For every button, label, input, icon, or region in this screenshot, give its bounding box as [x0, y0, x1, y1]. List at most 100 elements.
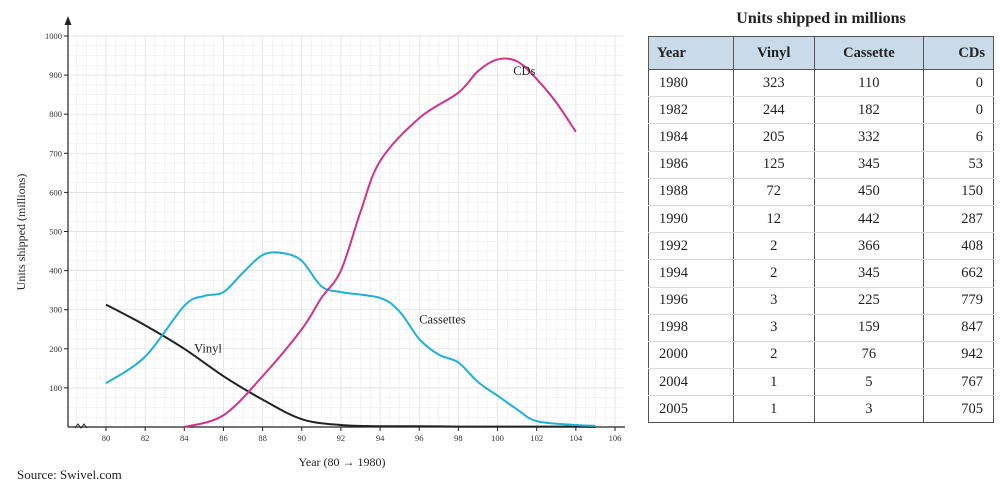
table-cell: 2 [733, 341, 815, 370]
table-cell: 12 [733, 205, 815, 234]
table-row: 2005 1 3 705 [648, 395, 994, 424]
table-cell: 767 [923, 368, 994, 397]
table-row: 1984 205 332 6 [648, 123, 994, 152]
series-line-cds [184, 57, 577, 428]
table-cell: 182 [813, 96, 925, 125]
series-label-cassettes: Cassettes [419, 312, 466, 326]
table-cell: 6 [923, 123, 994, 152]
table-cell: 705 [923, 395, 994, 424]
table-cell: 53 [923, 151, 994, 179]
y-axis-arrow-icon [64, 16, 72, 25]
table-row: 1980 323 110 0 [648, 69, 994, 98]
table-cell: 323 [733, 69, 815, 98]
table-cell: 225 [813, 287, 925, 315]
column-header-year: Year [648, 36, 734, 70]
column-header-cds: CDs [923, 36, 994, 70]
table-cell: 110 [813, 69, 925, 98]
table-cell: 1994 [648, 259, 734, 288]
table-cell: 1998 [648, 314, 734, 342]
series-label-vinyl: Vinyl [194, 342, 222, 356]
y-tick-label: 800 [49, 109, 62, 119]
table-cell: 2004 [648, 368, 734, 397]
series-label-cds: CDs [513, 64, 535, 78]
line-chart: 80 82 84 86 88 90 92 94 96 98 100 102 104 106 100 200 30… [14, 16, 625, 469]
data-table: Year Vinyl Cassette CDs 1980 323 110 0 1982 2… [648, 36, 994, 424]
chart-annotations: CDs Vinyl Cassettes [194, 64, 535, 356]
table-row: 1996 3 225 779 [648, 287, 994, 315]
y-tick-label: 500 [49, 227, 62, 237]
table-cell: 1992 [648, 232, 734, 261]
table-row: 1994 2 345 662 [648, 259, 994, 288]
x-tick-label: 82 [141, 433, 150, 443]
table-cell: 779 [923, 287, 994, 315]
table-cell: 1990 [648, 205, 734, 234]
table-cell: 5 [813, 368, 925, 397]
x-tick-label: 102 [530, 433, 543, 443]
table-cell: 345 [813, 259, 925, 288]
table-cell: 1 [733, 395, 815, 424]
table-cell: 2005 [648, 395, 734, 424]
table-cell: 408 [923, 232, 994, 261]
table-cell: 1988 [648, 178, 734, 206]
table-cell: 1986 [648, 151, 734, 179]
table-title: Units shipped in millions [736, 10, 906, 27]
x-tick-label: 98 [454, 433, 463, 443]
table-cell: 2000 [648, 341, 734, 370]
table-row: 1998 3 159 847 [648, 314, 994, 342]
x-tick-label: 96 [415, 433, 424, 443]
y-tick-label: 900 [49, 70, 62, 80]
x-tick-label: 104 [569, 433, 583, 443]
table-cell: 1996 [648, 287, 734, 315]
table-cell: 1 [733, 368, 815, 397]
y-axis-label: Units shipped (millions) [14, 174, 28, 291]
axis-break-icon [74, 423, 88, 429]
table-row: 1988 72 450 150 [648, 178, 994, 206]
table-cell: 76 [813, 341, 925, 370]
y-tick-label: 300 [49, 305, 62, 315]
series-line-vinyl [105, 303, 596, 428]
table-cell: 450 [813, 178, 925, 206]
table-row: 1990 12 442 287 [648, 205, 994, 234]
source-note: Source: Swivel.com [17, 467, 122, 482]
table-cell: 345 [813, 151, 925, 179]
table-cell: 287 [923, 205, 994, 234]
x-tick-label: 84 [180, 433, 189, 443]
column-header-vinyl: Vinyl [733, 36, 815, 70]
series-line-cassettes [105, 251, 596, 427]
x-tick-label: 90 [298, 433, 307, 443]
table-cell: 847 [923, 314, 994, 342]
y-tick-label: 400 [49, 266, 62, 276]
table-cell: 3 [733, 314, 815, 342]
table-cell: 332 [813, 123, 925, 152]
table-cell: 1980 [648, 69, 734, 98]
y-tick-label: 600 [49, 187, 62, 197]
x-tick-label: 94 [376, 433, 385, 443]
table-cell: 205 [733, 123, 815, 152]
x-tick-label: 106 [609, 433, 622, 443]
x-tick-label: 86 [219, 433, 228, 443]
column-header-cassette: Cassette [813, 36, 925, 70]
y-tick-label: 700 [49, 148, 62, 158]
table-cell: 2 [733, 232, 815, 261]
table-cell: 2 [733, 259, 815, 288]
table-cell: 72 [733, 178, 815, 206]
chart-ticks: 80 82 84 86 88 90 92 94 96 98 100 102 104 106 100 200 30… [45, 31, 621, 443]
x-tick-label: 80 [102, 433, 111, 443]
chart-grid [68, 35, 623, 428]
x-axis-label: Year (80 → 1980) [298, 455, 385, 469]
table-cell: 3 [813, 395, 925, 424]
y-tick-label: 200 [49, 344, 62, 354]
table-cell: 366 [813, 232, 925, 261]
table-cell: 0 [923, 96, 994, 125]
table-cell: 125 [733, 151, 815, 179]
table-row: 2000 2 76 942 [648, 341, 994, 370]
table-cell: 942 [923, 341, 994, 370]
table-row: 2004 1 5 767 [648, 368, 994, 397]
table-cell: 1982 [648, 96, 734, 125]
table-header-row: Year Vinyl Cassette CDs [648, 36, 994, 70]
chart-series [105, 57, 596, 428]
x-tick-label: 92 [337, 433, 346, 443]
x-tick-label: 88 [258, 433, 267, 443]
table-row: 1992 2 366 408 [648, 232, 994, 261]
table-row: 1986 125 345 53 [648, 151, 994, 179]
